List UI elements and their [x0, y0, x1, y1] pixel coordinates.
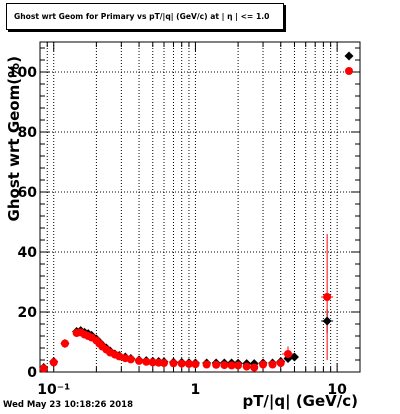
data-point — [242, 362, 251, 371]
data-point — [142, 357, 151, 366]
data-point — [184, 359, 193, 368]
data-point — [276, 359, 285, 367]
data-point — [220, 361, 229, 370]
series-red — [39, 293, 332, 373]
y-axis-label: Ghost wrt Geom(%) — [5, 56, 23, 221]
data-point — [250, 363, 259, 372]
legend-marker — [345, 67, 353, 75]
data-point — [159, 359, 168, 367]
y-tick-label: 0 — [27, 365, 37, 381]
x-axis-label: pT/|q| (GeV/c) — [242, 392, 358, 411]
data-point — [227, 361, 236, 370]
legend-marker — [344, 51, 354, 61]
axis-ticks — [39, 42, 360, 373]
data-point — [323, 293, 332, 301]
x-tick-label: 1 — [191, 382, 201, 398]
x-tick-label: 10 — [327, 382, 347, 398]
data-series — [39, 293, 332, 373]
data-point — [126, 355, 135, 364]
timestamp: Wed May 23 10:18:26 2018 — [3, 400, 134, 410]
data-point — [259, 360, 268, 369]
x-tick-label: 10⁻¹ — [37, 382, 70, 398]
y-tick-label: 60 — [18, 185, 38, 201]
data-point — [322, 316, 332, 326]
data-point — [60, 339, 69, 348]
data-point — [202, 360, 211, 369]
data-point — [268, 360, 277, 369]
legend — [344, 51, 354, 75]
x-tick-labels: 10⁻¹ 1 10 — [37, 382, 347, 398]
data-point — [115, 352, 124, 361]
data-point — [39, 364, 48, 373]
y-tick-label: 80 — [18, 125, 38, 141]
data-point — [169, 359, 178, 368]
data-point — [283, 350, 292, 358]
data-point — [148, 358, 157, 367]
y-tick-labels: 0 20 40 60 80 100 — [8, 65, 37, 381]
data-point — [212, 360, 221, 369]
data-point — [289, 352, 299, 362]
data-point — [191, 360, 200, 369]
data-point — [135, 356, 144, 365]
y-tick-label: 20 — [18, 305, 38, 321]
chart-title: Ghost wrt Geom for Primary vs pT/|q| (Ge… — [6, 3, 284, 30]
y-tick-label: 100 — [8, 65, 37, 81]
plot-frame — [39, 41, 361, 373]
grid-lines — [39, 42, 360, 372]
data-point — [234, 361, 243, 370]
y-tick-label: 40 — [18, 245, 38, 261]
data-point — [49, 358, 58, 367]
data-point — [177, 359, 186, 368]
